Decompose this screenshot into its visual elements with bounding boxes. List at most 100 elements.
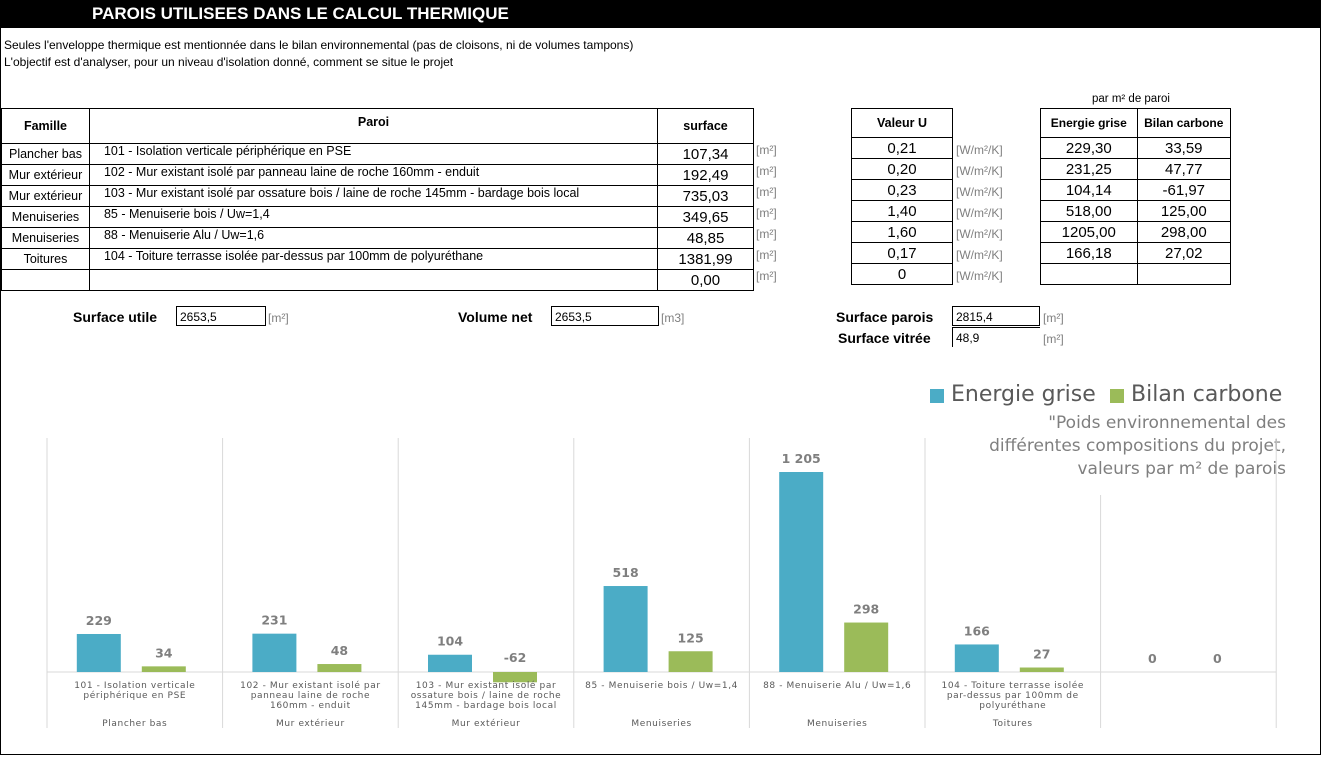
header-famille: Famille [1, 108, 90, 144]
table-row: Menuiseries 85 - Menuiserie bois / Uw=1,4… [1, 206, 754, 228]
cell-surface[interactable]: 1381,99 [657, 248, 754, 270]
cell-famille[interactable]: Menuiseries [1, 227, 90, 249]
surface-unit: [m²] [756, 185, 777, 199]
cell-famille[interactable]: Menuiseries [1, 206, 90, 228]
header-surface: surface [657, 108, 754, 144]
chart-note: "Poids environnemental des différentes c… [989, 412, 1286, 481]
cell-famille[interactable]: Mur extérieur [1, 185, 90, 207]
surface-unit: [m²] [756, 269, 777, 283]
table-row: 0 [851, 263, 953, 285]
table-row: 0,20 [851, 158, 953, 180]
cell-paroi[interactable] [88, 269, 659, 291]
cell-energie-grise[interactable]: 1205,00 [1040, 221, 1138, 243]
table-row: 1,40 [851, 200, 953, 222]
cell-energie-grise[interactable] [1040, 263, 1138, 285]
header-valeur-u: Valeur U [851, 108, 953, 138]
surface-unit: [m²] [756, 143, 777, 157]
table-row: 166,18 27,02 [1040, 242, 1232, 264]
legend-bilan-carbone: Bilan carbone [1131, 382, 1283, 407]
surface-unit: [m²] [756, 227, 777, 241]
table-row: 229,30 33,59 [1040, 137, 1232, 159]
title-bar: PAROIS UTILISEES DANS LE CALCUL THERMIQU… [0, 0, 1320, 28]
table-row: Toitures 104 - Toiture terrasse isolée pa… [1, 248, 754, 270]
cell-u[interactable]: 0 [851, 263, 953, 285]
cell-u[interactable]: 1,60 [851, 221, 953, 243]
surface-parois-label: Surface parois [836, 309, 934, 325]
walls-table: Famille Paroi surface Plancher bas 101 - … [1, 108, 754, 291]
cell-energie-grise[interactable]: 104,14 [1040, 179, 1138, 201]
cell-bilan-carbone[interactable]: 27,02 [1136, 242, 1232, 264]
table-row: Menuiseries 88 - Menuiserie Alu / Uw=1,6 4… [1, 227, 754, 249]
cell-bilan-carbone[interactable]: 298,00 [1136, 221, 1232, 243]
cell-paroi[interactable]: 102 - Mur existant isolé par panneau lai… [88, 164, 659, 186]
u-unit: [W/m²/K] [956, 269, 1003, 283]
table-row: 518,00 125,00 [1040, 200, 1232, 222]
per-m2-label: par m² de paroi [1092, 93, 1170, 105]
table-row: 104,14 -61,97 [1040, 179, 1232, 201]
surface-vitree-field[interactable]: 48,9 [952, 327, 1040, 347]
cell-surface[interactable]: 48,85 [657, 227, 754, 249]
cell-famille[interactable]: Toitures [1, 248, 90, 270]
table-row: 0,00 [1, 269, 754, 291]
cell-bilan-carbone[interactable]: 33,59 [1136, 137, 1232, 159]
volume-net-unit: [m3] [661, 311, 685, 325]
u-unit: [W/m²/K] [956, 227, 1003, 241]
u-unit: [W/m²/K] [956, 248, 1003, 262]
table-row: Plancher bas 101 - Isolation verticale pé… [1, 143, 754, 165]
cell-paroi[interactable]: 101 - Isolation verticale périphérique e… [88, 143, 659, 165]
cell-energie-grise[interactable]: 518,00 [1040, 200, 1138, 222]
table-row [1040, 263, 1232, 285]
intro-line-1: Seules l'enveloppe thermique est mention… [4, 38, 634, 52]
cell-bilan-carbone[interactable]: 125,00 [1136, 200, 1232, 222]
cell-u[interactable]: 0,21 [851, 137, 953, 159]
u-unit: [W/m²/K] [956, 185, 1003, 199]
table-row: 1,60 [851, 221, 953, 243]
u-unit: [W/m²/K] [956, 143, 1003, 157]
intro-line-2: L'objectif est d'analyser, pour un nivea… [4, 55, 454, 69]
cell-paroi[interactable]: 85 - Menuiserie bois / Uw=1,4 [88, 206, 659, 228]
cell-energie-grise[interactable]: 231,25 [1040, 158, 1138, 180]
table-row: 0,23 [851, 179, 953, 201]
cell-u[interactable]: 0,20 [851, 158, 953, 180]
header-paroi: Paroi [88, 108, 659, 144]
cell-bilan-carbone[interactable]: -61,97 [1136, 179, 1232, 201]
table-row: 1205,00 298,00 [1040, 221, 1232, 243]
table-row: 231,25 47,77 [1040, 158, 1232, 180]
header-energie-grise: Energie grise [1040, 108, 1138, 138]
chart-note-line-2: différentes compositions du projet, [989, 436, 1286, 456]
table-row: Mur extérieur 103 - Mur existant isolé pa… [1, 185, 754, 207]
surface-unit: [m²] [756, 248, 777, 262]
cell-famille[interactable]: Mur extérieur [1, 164, 90, 186]
cell-surface[interactable]: 192,49 [657, 164, 754, 186]
volume-net-field[interactable]: 2653,5 [551, 306, 659, 326]
cell-u[interactable]: 1,40 [851, 200, 953, 222]
cell-surface[interactable]: 107,34 [657, 143, 754, 165]
cell-surface[interactable]: 349,65 [657, 206, 754, 228]
cell-u[interactable]: 0,23 [851, 179, 953, 201]
cell-paroi[interactable]: 104 - Toiture terrasse isolée par-dessus… [88, 248, 659, 270]
chart-note-line-3: valeurs par m² de parois [1077, 459, 1286, 479]
page-title: PAROIS UTILISEES DANS LE CALCUL THERMIQU… [92, 4, 509, 23]
surface-parois-field[interactable]: 2815,4 [952, 306, 1040, 326]
u-unit: [W/m²/K] [956, 164, 1003, 178]
cell-paroi[interactable]: 103 - Mur existant isolé par ossature bo… [88, 185, 659, 207]
table-row: Mur extérieur 102 - Mur existant isolé pa… [1, 164, 754, 186]
cell-energie-grise[interactable]: 229,30 [1040, 137, 1138, 159]
surface-parois-unit: [m²] [1043, 311, 1064, 325]
surface-vitree-unit: [m²] [1043, 332, 1064, 346]
cell-famille[interactable] [1, 269, 90, 291]
table-row: 0,21 [851, 137, 953, 159]
cell-surface[interactable]: 0,00 [657, 269, 754, 291]
cell-u[interactable]: 0,17 [851, 242, 953, 264]
surface-unit: [m²] [756, 164, 777, 178]
cell-famille[interactable]: Plancher bas [1, 143, 90, 165]
cell-bilan-carbone[interactable] [1136, 263, 1232, 285]
cell-energie-grise[interactable]: 166,18 [1040, 242, 1138, 264]
cell-surface[interactable]: 735,03 [657, 185, 754, 207]
surface-utile-field[interactable]: 2653,5 [176, 306, 266, 326]
cell-paroi[interactable]: 88 - Menuiserie Alu / Uw=1,6 [88, 227, 659, 249]
surface-utile-unit: [m²] [268, 311, 289, 325]
env-table: Energie grise Bilan carbone 229,30 33,59 2… [1040, 108, 1232, 285]
cell-bilan-carbone[interactable]: 47,77 [1136, 158, 1232, 180]
